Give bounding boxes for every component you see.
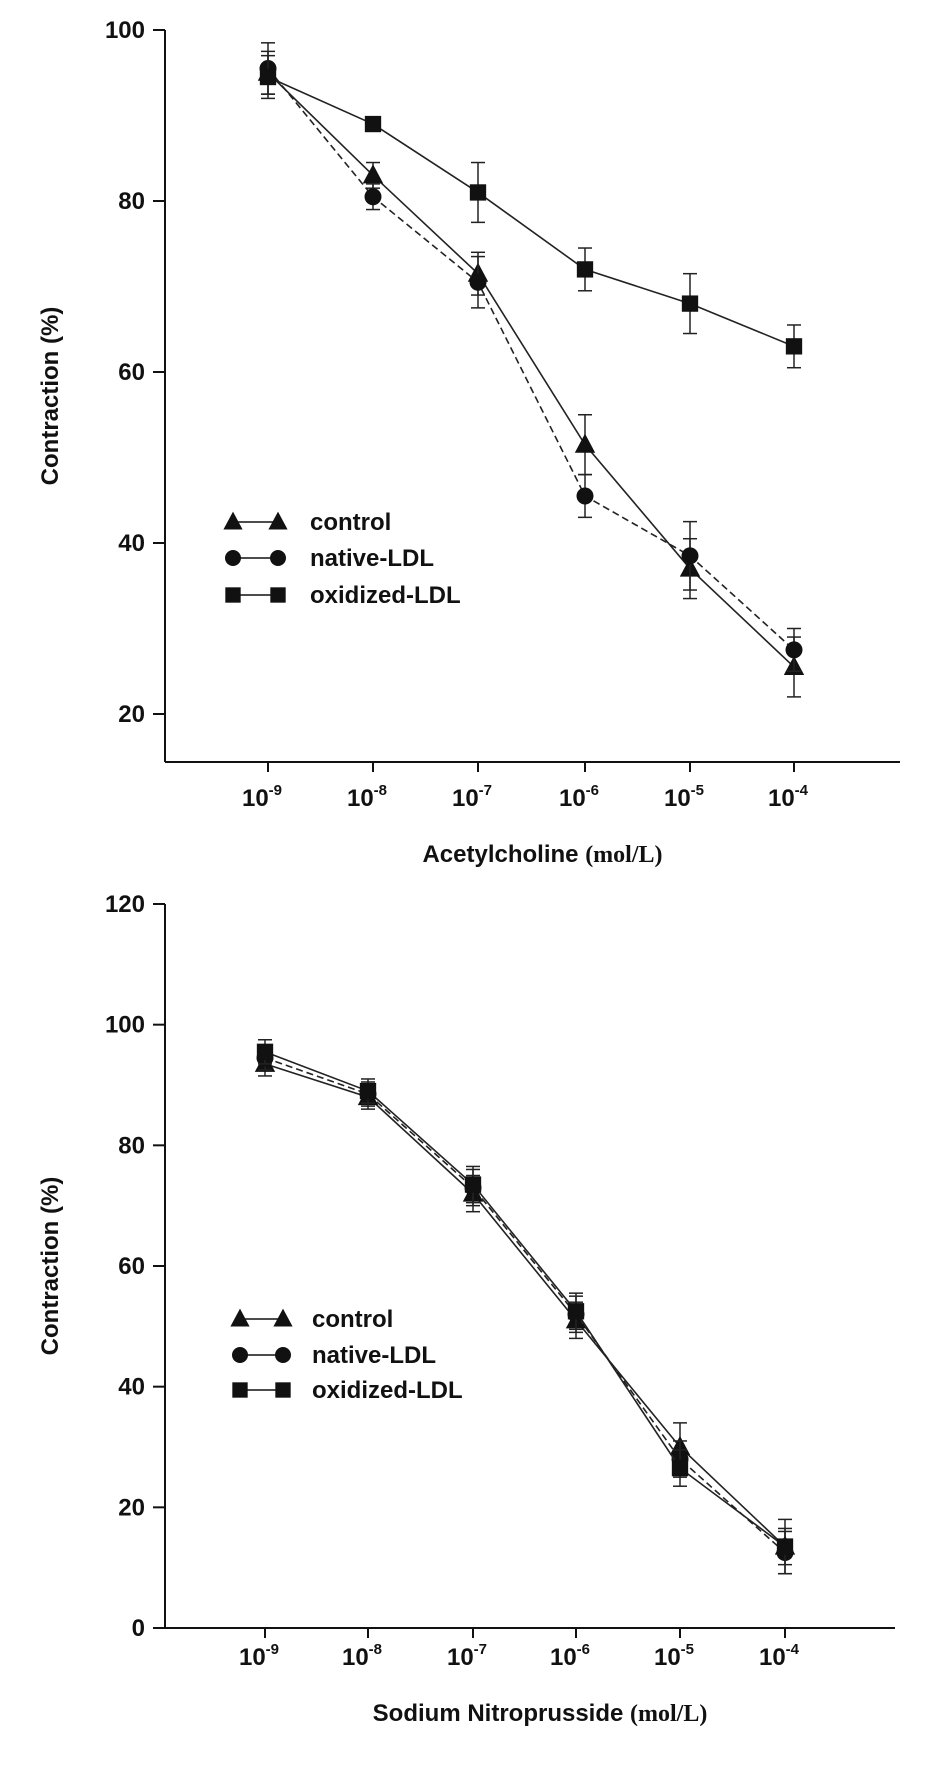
y-tick-label: 40 [118, 1374, 145, 1401]
x-tick-label: 10-7 [452, 782, 492, 812]
x-tick-label: 10-6 [550, 1641, 590, 1671]
data-point-native-LDL [681, 547, 699, 565]
y-tick-label: 100 [105, 1012, 145, 1039]
data-point-control [362, 164, 384, 184]
legend-label-native-LDL: native-LDL [312, 1342, 436, 1369]
legend-marker-oxidized-LDL [232, 1382, 248, 1398]
series-line-oxidized-LDL [264, 1051, 786, 1548]
x-tick-label: 10-7 [447, 1641, 487, 1671]
legend-marker-control [268, 511, 288, 530]
y-tick-label: 20 [118, 701, 145, 728]
y-tick-label: 120 [105, 891, 145, 918]
x-tick-label: 10-9 [239, 1641, 279, 1671]
x-tick-label: 10-6 [559, 782, 599, 812]
y-tick-label: 100 [105, 17, 145, 44]
x-tick-label: 10-4 [759, 1641, 800, 1671]
series-line-native-LDL [264, 1057, 786, 1554]
data-point-oxidized-LDL [359, 1082, 377, 1100]
legend: control native-LDL oxidized-LDL [230, 1306, 463, 1404]
x-tick-label: 10-5 [654, 1641, 694, 1671]
legend-marker-oxidized-LDL [270, 587, 286, 603]
y-axis-title: Contraction (%) [37, 307, 64, 486]
y-axis-title: Contraction (%) [37, 1177, 64, 1356]
legend-label-control: control [312, 1306, 393, 1333]
data-point-oxidized-LDL [785, 338, 803, 355]
y-tick-label: 40 [118, 530, 145, 557]
series-line-control [264, 1063, 786, 1548]
legend-label-oxidized-LDL: oxidized-LDL [312, 1377, 463, 1404]
y-tick-label: 60 [118, 359, 145, 386]
legend-marker-oxidized-LDL [275, 1382, 291, 1398]
series-line-control [267, 72, 795, 668]
legend-marker-control [230, 1308, 250, 1327]
x-tick-label: 10-8 [347, 782, 387, 812]
x-tick-label: 10-8 [342, 1641, 382, 1671]
y-tick-label: 60 [118, 1253, 145, 1280]
series-line-native-LDL [267, 67, 795, 651]
data-point-oxidized-LDL [681, 295, 699, 312]
legend-label-native-LDL: native-LDL [310, 545, 434, 572]
legend-marker-native-LDL [232, 1347, 248, 1363]
data-point-native-LDL [785, 641, 803, 659]
data-point-oxidized-LDL [576, 261, 594, 278]
data-point-oxidized-LDL [567, 1303, 585, 1320]
data-point-oxidized-LDL [259, 68, 277, 86]
chart-1: 20 40 60 80 100 10-9 10-8 10-7 10-6 10-5 10-4 Acety… [37, 17, 900, 868]
legend-label-control: control [310, 509, 391, 536]
chart-2: 0 20 40 60 80 100 120 10-9 10-8 10-7 10-6 10-5 10-4 S… [37, 891, 895, 1727]
legend-marker-native-LDL [225, 550, 241, 566]
data-point-oxidized-LDL [256, 1043, 274, 1060]
legend-marker-native-LDL [270, 550, 286, 566]
data-point-oxidized-LDL [464, 1176, 482, 1193]
series-native-LDL [259, 42, 803, 672]
y-tick-label: 0 [132, 1615, 145, 1642]
x-tick-label: 10-9 [242, 782, 282, 812]
legend-marker-control [223, 511, 243, 530]
x-tick-label: 10-5 [664, 782, 704, 812]
legend-marker-oxidized-LDL [225, 587, 241, 603]
x-axis-title: Acetylcholine (mol/L) [422, 841, 662, 868]
data-point-oxidized-LDL [776, 1538, 794, 1555]
series-oxidized-LDL [256, 1039, 794, 1566]
series-oxidized-LDL [259, 54, 803, 369]
data-point-native-LDL [469, 273, 487, 291]
x-axis-title: Sodium Nitroprusside (mol/L) [373, 1700, 708, 1727]
legend-label-oxidized-LDL: oxidized-LDL [310, 582, 461, 609]
data-point-native-LDL [576, 487, 594, 505]
data-point-control [574, 433, 596, 453]
x-tick-label: 10-4 [768, 782, 809, 812]
series-line-oxidized-LDL [267, 76, 795, 348]
legend: control native-LDL oxidized-LDL [223, 509, 461, 609]
legend-marker-control [273, 1308, 293, 1327]
data-point-oxidized-LDL [364, 115, 382, 133]
data-point-oxidized-LDL [671, 1459, 689, 1477]
y-tick-label: 80 [118, 188, 145, 215]
data-point-oxidized-LDL [469, 184, 487, 201]
legend-marker-native-LDL [275, 1347, 291, 1363]
y-tick-label: 80 [118, 1132, 145, 1159]
y-tick-label: 20 [118, 1494, 145, 1521]
data-point-native-LDL [364, 188, 382, 206]
